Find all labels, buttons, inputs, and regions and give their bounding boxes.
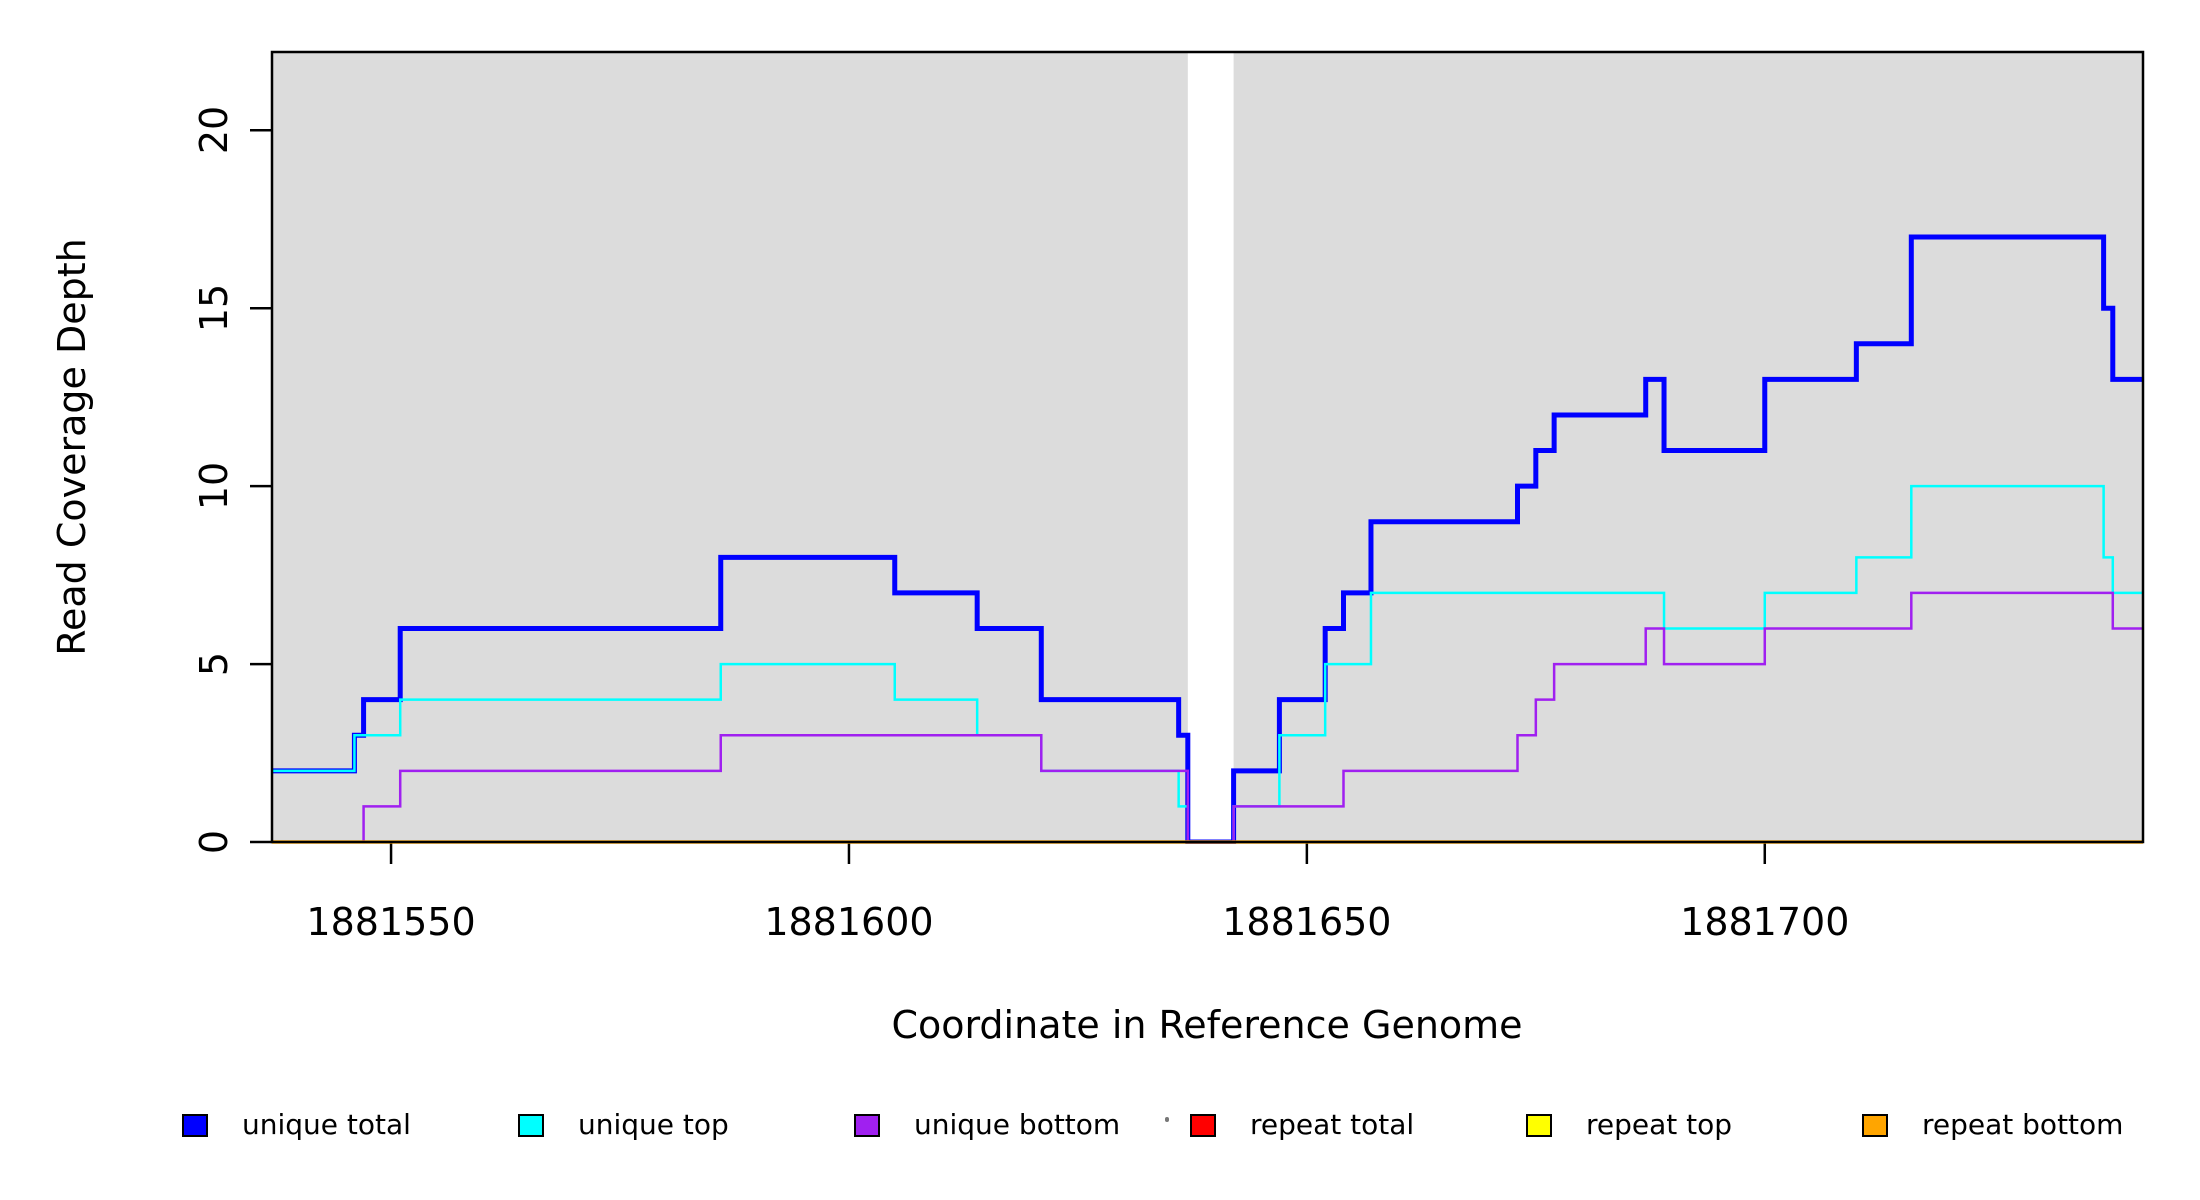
legend-swatch-icon [1862, 1113, 1888, 1137]
series-line-unique-total [272, 234, 2143, 844]
legend-swatch-icon [1190, 1113, 1216, 1137]
legend-swatch-icon [1526, 1113, 1552, 1137]
y-tick-label: 15 [192, 284, 236, 333]
x-tick-label: 1881650 [1222, 900, 1392, 944]
repeat-region-band [1233, 52, 2143, 842]
x-tick-label: 1881700 [1680, 900, 1850, 944]
x-tick-label: 1881600 [764, 900, 934, 944]
legend-swatch-icon [854, 1113, 880, 1137]
y-tick-label: 20 [192, 106, 236, 155]
legend-item-repeat-top: repeat top [1526, 1108, 1733, 1141]
y-axis-title: Read Coverage Depth [50, 238, 94, 656]
legend-item-repeat-total: repeat total [1190, 1108, 1415, 1141]
repeat-region-band [272, 52, 1188, 842]
legend-item-repeat-bottom: repeat bottom [1862, 1108, 2124, 1141]
legend-label: unique total [242, 1108, 411, 1141]
legend-label: repeat bottom [1922, 1108, 2124, 1141]
legend-label: repeat total [1250, 1108, 1415, 1141]
legend-item-unique-total: unique total [182, 1108, 411, 1141]
legend-swatch-icon [182, 1113, 208, 1137]
plot-frame [270, 50, 2145, 844]
y-tick-label: 0 [192, 829, 236, 855]
legend-label: repeat top [1586, 1108, 1733, 1141]
legend-item-unique-top: unique top [518, 1108, 729, 1141]
series-line-unique-bottom [272, 591, 2143, 844]
stray-dot-artifact [1165, 1117, 1169, 1122]
legend-item-unique-bottom: unique bottom [854, 1108, 1121, 1141]
legend-label: unique top [578, 1108, 729, 1141]
y-tick-label: 5 [192, 651, 236, 677]
y-tick-label: 10 [192, 461, 236, 511]
legend-label: unique bottom [914, 1108, 1121, 1141]
x-axis-title: Coordinate in Reference Genome [891, 1003, 1523, 1047]
x-tick-label: 1881550 [306, 900, 476, 944]
legend-swatch-icon [518, 1113, 544, 1137]
